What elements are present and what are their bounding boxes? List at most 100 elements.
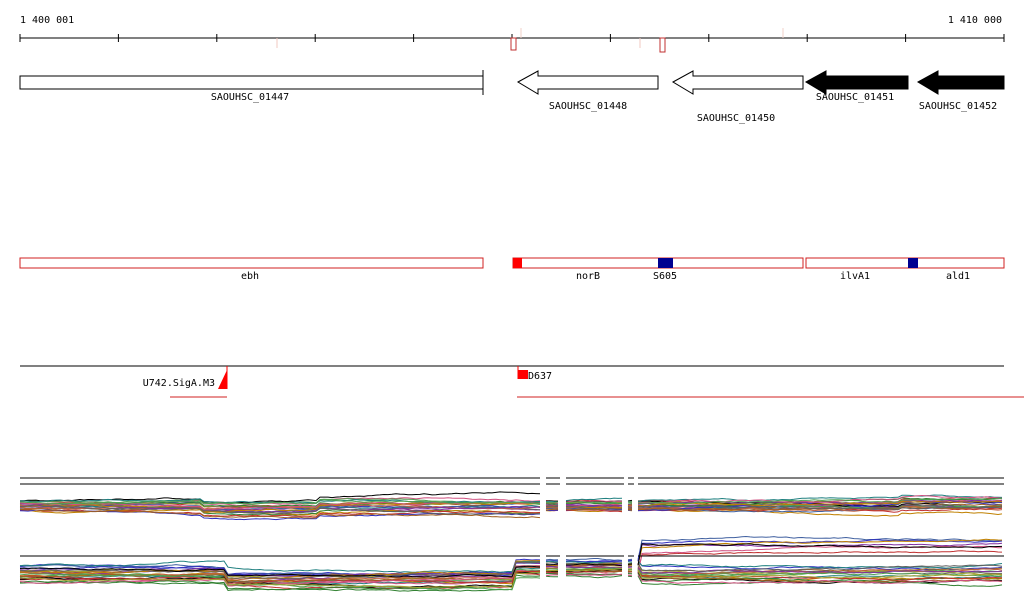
trace: [19, 565, 541, 578]
trace: [545, 502, 559, 505]
feature-mark: [513, 258, 522, 268]
trace: [637, 535, 1003, 560]
trace: [545, 562, 559, 564]
promoter-mark: [518, 370, 528, 379]
trace: [565, 509, 623, 513]
trace: [627, 558, 633, 561]
genes: SAOUHSC_01447 SAOUHSC_01448 SAOUHSC_0145…: [19, 70, 1005, 124]
trace: [545, 570, 559, 573]
trace: [19, 570, 541, 584]
gene: [804, 70, 909, 95]
feature-label: ebh: [241, 271, 259, 282]
marker: [510, 37, 517, 51]
trace: [565, 497, 623, 502]
trace: [565, 501, 623, 505]
trace: [545, 564, 559, 567]
trace: [637, 497, 1003, 505]
trace: [545, 567, 559, 569]
gene-label: SAOUHSC_01448: [549, 101, 627, 112]
gene-label: SAOUHSC_01447: [211, 92, 289, 103]
trace: [19, 565, 541, 582]
trace: [637, 543, 1003, 566]
trace: [565, 575, 623, 579]
feature: [805, 257, 1005, 269]
gene-label: SAOUHSC_01451: [816, 92, 894, 103]
gene: [516, 70, 659, 95]
trace: [565, 503, 623, 507]
trace: [637, 574, 1003, 585]
ruler-end: 1 410 000: [948, 15, 1002, 26]
trace: [637, 505, 1003, 511]
feature-label: norB: [576, 271, 600, 282]
marker: [659, 37, 666, 53]
trace: [566, 563, 623, 567]
trace: [627, 505, 633, 507]
trace: [637, 561, 1003, 569]
trace: [637, 508, 1003, 517]
trace: [627, 574, 633, 577]
trace: [637, 569, 1003, 577]
feature-mark: [658, 258, 673, 268]
feature-label: ilvA1: [840, 271, 870, 282]
trace: [627, 561, 633, 563]
trace: [637, 500, 1003, 507]
feature-label: S605: [653, 271, 677, 282]
trace: [565, 566, 623, 569]
expression-tracks: [19, 477, 1004, 592]
trace: [19, 497, 541, 508]
trace: [565, 558, 623, 561]
trace: [637, 550, 1003, 572]
trace: [545, 558, 559, 561]
trace: [565, 572, 623, 576]
promoter-label: D637: [528, 371, 552, 382]
trace: [19, 504, 541, 516]
trace: [545, 575, 559, 578]
ruler-start: 1 400 001: [20, 15, 74, 26]
gene: [916, 70, 1005, 95]
trace: [545, 508, 559, 511]
gene: [19, 75, 484, 90]
trace: [565, 561, 623, 565]
trace: [637, 494, 1003, 504]
trace: [19, 565, 540, 587]
trace: [637, 570, 1003, 583]
trace: [637, 500, 1003, 512]
trace: [637, 567, 1003, 574]
trace: [545, 574, 559, 577]
trace: [637, 562, 1003, 572]
trace: [627, 570, 633, 573]
ruler-ticks: [19, 34, 1005, 42]
feature-label: ald1: [946, 271, 970, 282]
trace: [19, 572, 541, 589]
gene-label: SAOUHSC_01452: [919, 101, 997, 112]
trace: [545, 565, 559, 568]
trace: [19, 499, 541, 506]
trace: [19, 558, 541, 576]
trace: [545, 568, 559, 570]
trace: [627, 559, 633, 562]
trace: [19, 501, 541, 511]
trace: [545, 563, 559, 566]
trace: [637, 538, 1003, 565]
promoter-label: U742.SigA.M3: [143, 378, 215, 389]
trace: [19, 561, 541, 578]
gene: [671, 70, 804, 95]
trace: [565, 567, 623, 570]
ruler: 1 400 001 1 410 000: [19, 15, 1005, 53]
promoter-mark: [218, 370, 227, 389]
promoters: U742.SigA.M3 D637: [20, 365, 1024, 398]
trace: [19, 508, 541, 519]
trace: [19, 497, 541, 505]
gene-label: SAOUHSC_01450: [697, 113, 775, 124]
trace: [565, 505, 623, 510]
trace: [565, 570, 623, 573]
trace: [545, 505, 559, 508]
trace: [637, 569, 1003, 580]
trace: [637, 545, 1002, 574]
feature: [19, 257, 484, 269]
features: ebh norB S605 ilvA1 ald1: [19, 257, 1005, 282]
trace: [565, 568, 623, 572]
trace: [637, 494, 1003, 502]
trace: [627, 504, 633, 506]
